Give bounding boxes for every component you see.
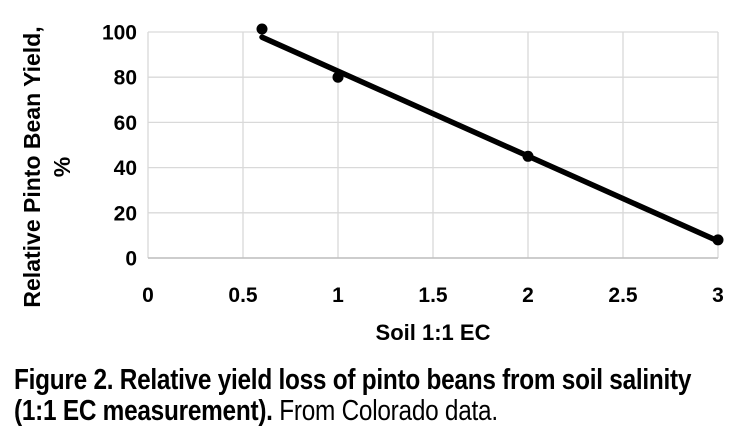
data-point bbox=[712, 234, 724, 246]
pinto-bean-yield-chart: 0 20 40 60 80 100 0 0.5 1 1.5 2 2.5 3 Soil 1:1 EC Rela… bbox=[19, 22, 724, 346]
figure-caption-bold: Figure 2. Relative yield loss of pinto b… bbox=[14, 364, 692, 427]
figure-caption: Figure 2. Relative yield loss of pinto b… bbox=[14, 365, 738, 427]
y-axis-title-line2: % bbox=[49, 157, 75, 177]
x-tick-label: 2.5 bbox=[608, 284, 638, 307]
data-point bbox=[256, 23, 268, 35]
trend-line bbox=[259, 34, 721, 244]
data-point bbox=[332, 71, 344, 83]
y-tick-label: 20 bbox=[114, 202, 137, 225]
x-tick-label: 3 bbox=[712, 284, 724, 307]
x-axis-title: Soil 1:1 EC bbox=[376, 320, 491, 345]
x-tick-label: 1 bbox=[332, 284, 344, 307]
x-tick-label: 0 bbox=[142, 284, 154, 307]
x-tick-label: 0.5 bbox=[228, 284, 258, 307]
y-tick-label: 100 bbox=[102, 22, 137, 45]
y-tick-label: 40 bbox=[114, 157, 137, 180]
y-tick-label: 0 bbox=[125, 248, 137, 271]
x-tick-label: 1.5 bbox=[418, 284, 448, 307]
y-tick-label: 80 bbox=[114, 67, 137, 90]
x-tick-label: 2 bbox=[522, 284, 534, 307]
figure-caption-source: From Colorado data. bbox=[279, 395, 498, 427]
data-point bbox=[522, 150, 534, 162]
y-axis-title-line1: Relative Pinto Bean Yield, bbox=[19, 26, 45, 307]
y-tick-label: 60 bbox=[114, 112, 137, 135]
